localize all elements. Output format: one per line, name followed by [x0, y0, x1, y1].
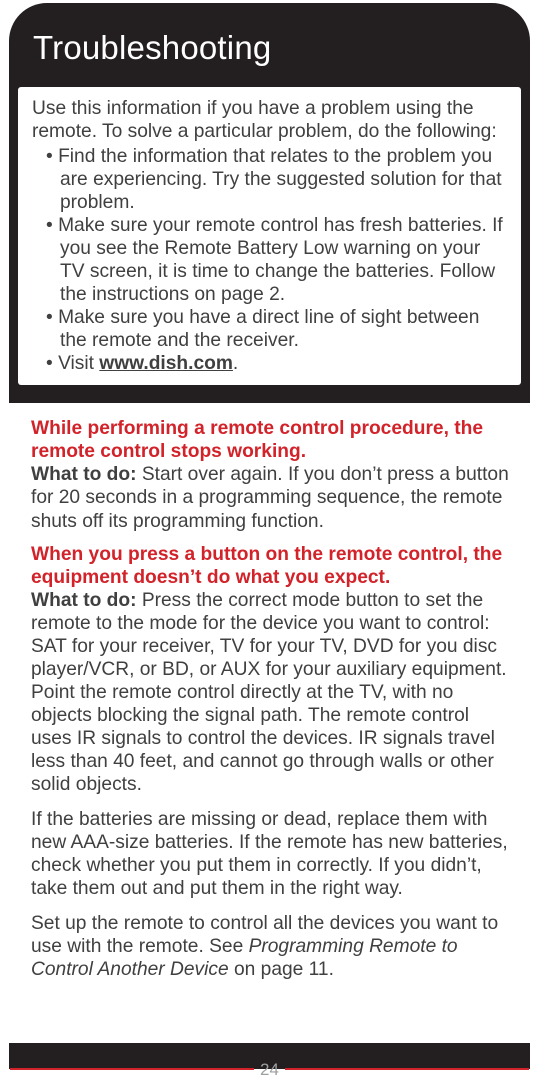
intro-bullet-post: .: [233, 353, 238, 374]
intro-bullet: Make sure your remote control has fresh …: [46, 214, 509, 306]
problem-block: While performing a remote control proced…: [31, 417, 510, 532]
dish-link[interactable]: www.dish.com: [99, 353, 233, 374]
section-title: Troubleshooting: [9, 3, 530, 67]
problem-title: While performing a remote control proced…: [31, 417, 510, 463]
problems-box: While performing a remote control proced…: [9, 403, 530, 1043]
problem-paragraph: If the batteries are missing or dead, re…: [31, 808, 510, 900]
what-to-do-label: What to do:: [31, 590, 142, 611]
problem-solution: What to do: Press the correct mode butto…: [31, 589, 510, 796]
intro-bullet: Make sure you have a direct line of sigh…: [46, 306, 509, 352]
what-to-do-label: What to do:: [31, 464, 142, 485]
problem-solution: What to do: Start over again. If you don…: [31, 463, 510, 532]
what-to-do-body: Press the correct mode button to set the…: [31, 590, 507, 795]
intro-lead: Use this information if you have a probl…: [32, 97, 509, 143]
problem-title: When you press a button on the remote co…: [31, 543, 510, 589]
para-post: on page 11.: [229, 959, 334, 980]
problem-paragraph: Set up the remote to control all the dev…: [31, 912, 510, 981]
content-panel: Troubleshooting Use this information if …: [9, 3, 530, 1069]
page: Troubleshooting Use this information if …: [0, 0, 539, 1084]
problem-block: When you press a button on the remote co…: [31, 543, 510, 982]
intro-bullet-pre: Visit: [58, 353, 99, 374]
intro-box: Use this information if you have a probl…: [18, 87, 521, 385]
intro-bullet: Visit www.dish.com.: [46, 352, 509, 375]
intro-bullet: Find the information that relates to the…: [46, 145, 509, 214]
intro-list: Find the information that relates to the…: [32, 143, 509, 375]
